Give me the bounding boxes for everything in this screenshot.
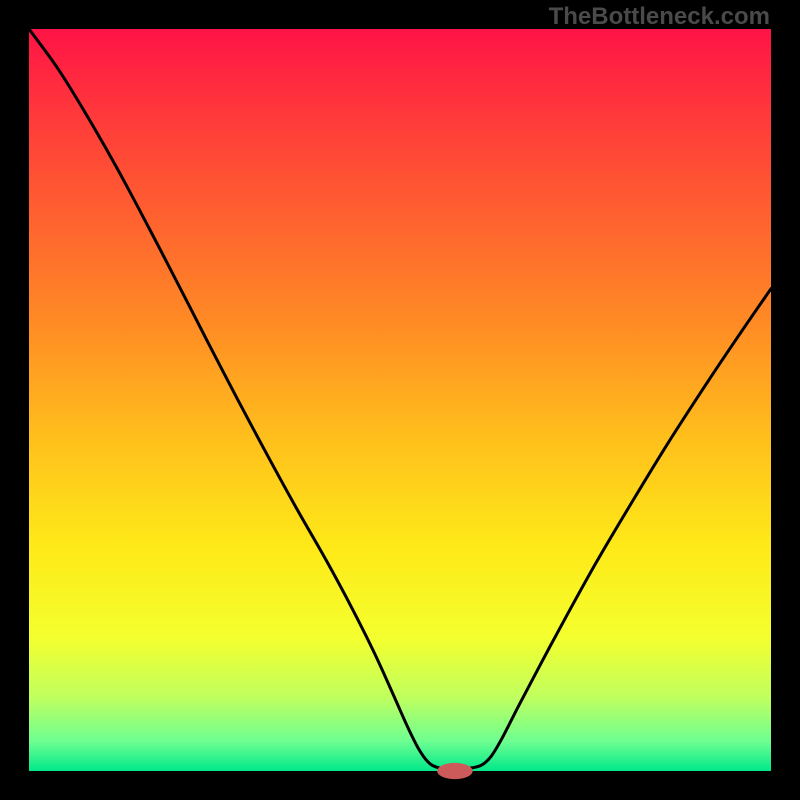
bottleneck-curve — [29, 29, 771, 769]
optimum-marker — [437, 763, 473, 779]
watermark-text: TheBottleneck.com — [549, 3, 770, 31]
curve-layer — [0, 0, 800, 800]
bottleneck-chart: TheBottleneck.com — [0, 0, 800, 800]
